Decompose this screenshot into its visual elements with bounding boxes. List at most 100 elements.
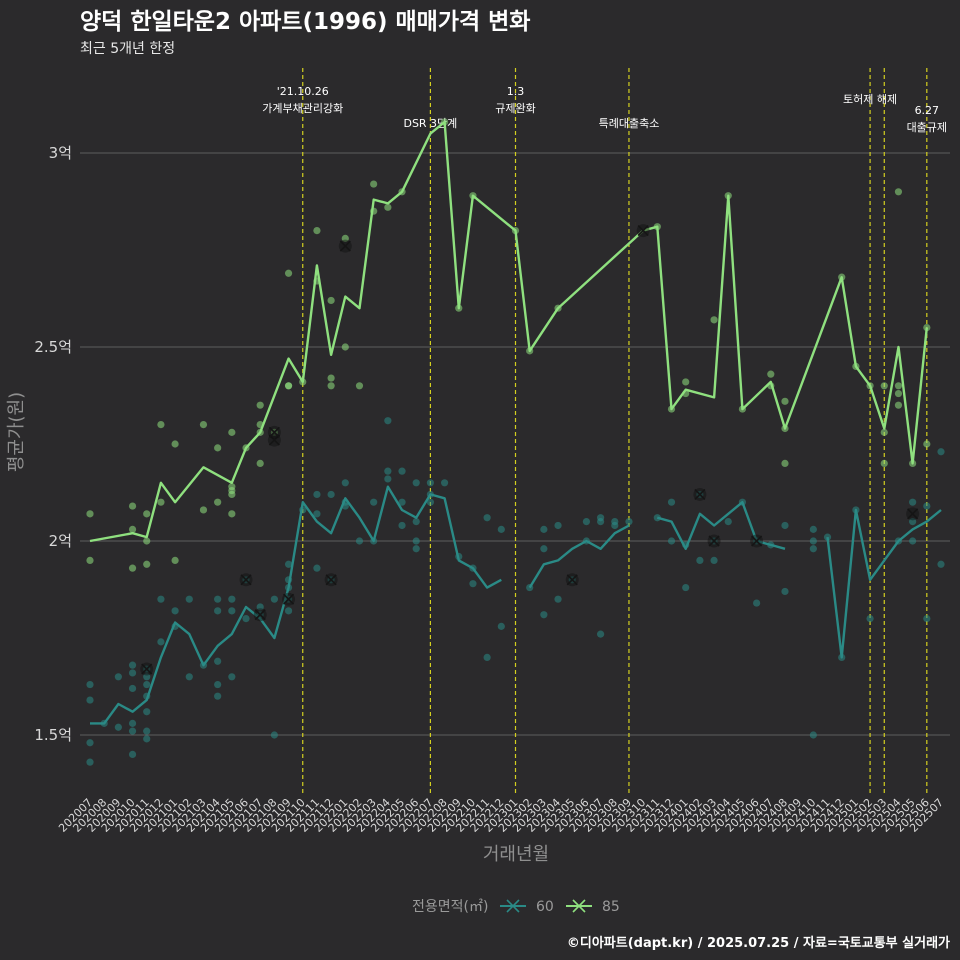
cross-marker: [325, 574, 337, 586]
data-point: [384, 203, 392, 211]
data-point: [114, 723, 122, 731]
data-point: [370, 180, 378, 188]
data-point: [809, 731, 817, 739]
data-point: [923, 502, 931, 510]
data-point: [582, 518, 591, 526]
series-layer: [86, 118, 945, 766]
data-point: [809, 537, 817, 545]
data-point: [128, 525, 137, 533]
data-point: [256, 401, 264, 409]
data-point: [894, 389, 903, 398]
legend: 전용면적(㎡) 60 85: [412, 899, 620, 915]
data-point: [412, 545, 420, 553]
data-point: [384, 467, 392, 475]
data-point: [597, 518, 605, 526]
data-point: [128, 564, 137, 572]
data-point: [809, 525, 817, 533]
data-point: [923, 615, 931, 623]
data-point: [228, 490, 236, 499]
data-point: [625, 518, 633, 526]
data-point: [384, 417, 392, 425]
data-point: [341, 234, 349, 242]
data-point: [256, 459, 264, 467]
data-point: [171, 607, 179, 615]
data-point: [540, 611, 548, 619]
series-line: [826, 508, 942, 659]
data-point: [128, 684, 137, 693]
data-point: [143, 735, 151, 743]
series-60: [86, 417, 945, 766]
data-point: [284, 382, 293, 390]
data-point: [270, 731, 278, 739]
data-point: [597, 630, 605, 638]
data-point: [228, 607, 236, 615]
data-point: [753, 599, 761, 607]
data-point: [937, 448, 945, 456]
data-point: [128, 727, 137, 735]
legend-key-cross: [572, 899, 586, 913]
data-point: [86, 758, 94, 766]
data-point: [143, 560, 151, 568]
data-point: [256, 603, 264, 611]
data-point: [228, 673, 236, 681]
data-point: [923, 324, 931, 332]
data-point: [313, 564, 321, 572]
data-point: [157, 421, 165, 429]
data-point: [710, 316, 718, 324]
data-point: [228, 595, 236, 603]
data-point: [171, 440, 179, 448]
cross-marker: [637, 225, 649, 237]
data-point: [185, 595, 193, 603]
data-point: [880, 428, 888, 436]
data-point: [128, 669, 137, 677]
cross-marker: [141, 663, 153, 675]
data-point: [341, 343, 349, 351]
data-point: [128, 502, 137, 510]
event-annotation: 특례대출축소: [599, 117, 660, 130]
data-point: [909, 498, 917, 506]
data-point: [724, 518, 732, 526]
data-point: [426, 498, 434, 506]
data-point: [384, 475, 392, 483]
legend-key-cross: [506, 899, 520, 913]
data-point: [355, 382, 364, 390]
event-annotation: 규제완화: [495, 102, 535, 115]
data-point: [781, 587, 789, 596]
data-point: [313, 510, 321, 518]
data-point: [86, 510, 94, 518]
chart-subtitle: 최근 5개년 한정: [80, 41, 175, 57]
data-point: [157, 498, 165, 506]
data-point: [199, 506, 208, 514]
data-point: [171, 556, 179, 565]
data-point: [143, 727, 151, 735]
data-point: [185, 673, 193, 681]
cross-marker: [907, 508, 919, 520]
data-point: [157, 595, 165, 603]
chart-title: 양덕 한일타운2 아파트(1996) 매매가격 변화: [80, 9, 530, 35]
series-line: [90, 485, 502, 725]
data-point: [483, 514, 491, 522]
data-point: [214, 498, 222, 506]
data-point: [412, 479, 420, 487]
data-point: [781, 521, 789, 530]
event-annotation: 6.27: [915, 104, 940, 117]
data-point: [313, 490, 321, 499]
data-point: [355, 537, 364, 545]
cross-marker: [254, 609, 266, 621]
data-point: [214, 444, 222, 452]
event-annotation: 토허제 해제: [843, 92, 897, 106]
data-point: [313, 227, 321, 235]
y-tick-label: 2.5억: [34, 338, 72, 356]
data-point: [937, 560, 945, 568]
cross-marker: [240, 574, 252, 586]
event-annotation: DSR 3단계: [403, 117, 457, 130]
data-point: [86, 680, 94, 689]
cross-marker: [751, 535, 763, 547]
data-point: [909, 537, 917, 545]
source-caption: ©디아파트(dapt.kr) / 2025.07.25 / 자료=국토교통부 실…: [567, 935, 950, 951]
data-point: [327, 490, 335, 499]
y-axis-label: 평균가(원): [6, 392, 27, 472]
data-point: [866, 615, 874, 623]
data-point: [909, 518, 917, 526]
